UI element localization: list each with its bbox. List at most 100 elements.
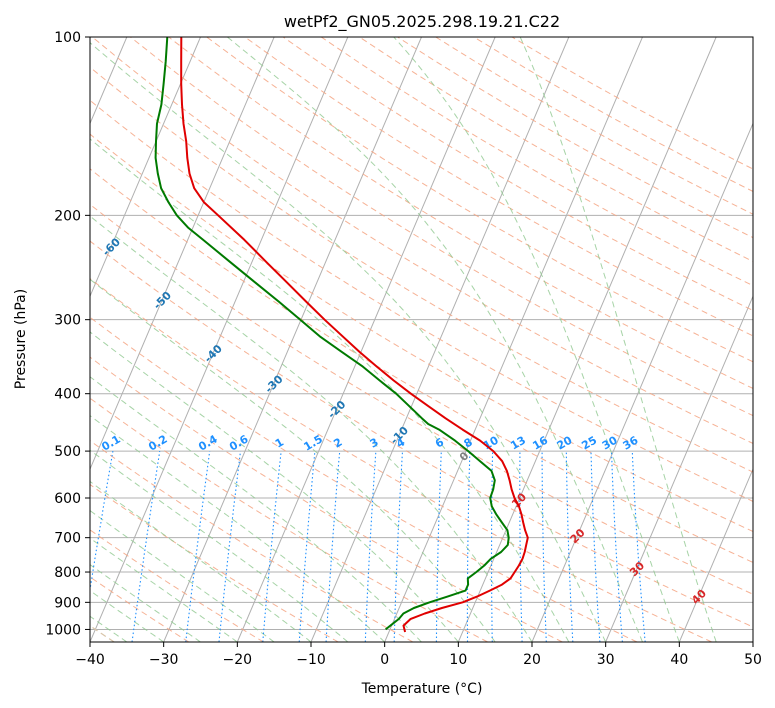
- mixing-ratio-line: [262, 451, 282, 642]
- x-tick-label: −10: [296, 652, 326, 668]
- dewpoint-profile-line: [154, 37, 510, 631]
- isotherm-line: [531, 122, 753, 642]
- moist-adiabat: [90, 449, 349, 642]
- mixing-ratio-label: 0.2: [146, 433, 169, 454]
- mixing-ratio-line: [519, 451, 523, 642]
- moist-adiabat: [90, 376, 422, 642]
- y-tick-label: 600: [54, 491, 81, 507]
- isotherm-label: -40: [202, 342, 225, 365]
- isotherm-label: 40: [689, 587, 709, 607]
- moist-adiabat: [90, 415, 386, 642]
- y-axis: 1000 900 800 700 600 500 400 300 200 100: [45, 30, 90, 638]
- isotherm-label: -50: [151, 289, 174, 312]
- isotherm-line: [90, 37, 349, 642]
- moist-adiabat: [90, 42, 607, 642]
- mixing-ratio-label: 0.6: [227, 432, 251, 453]
- x-tick-label: −20: [223, 652, 253, 668]
- isotherm-line: [90, 37, 201, 298]
- dry-adiabat: [90, 99, 753, 502]
- mixing-ratio-label: 2: [331, 436, 344, 451]
- moist-adiabat: [90, 509, 275, 642]
- moist-adiabat: [90, 480, 312, 642]
- x-tick-label: 20: [523, 652, 541, 668]
- temperature-profile-line: [180, 37, 529, 633]
- mixing-ratio-line: [131, 451, 161, 642]
- y-tick-label: 900: [54, 595, 81, 611]
- moist-adiabat: [90, 331, 459, 642]
- y-tick-label: 300: [54, 313, 81, 329]
- moist-adiabat: [393, 37, 680, 642]
- isotherm-line: [163, 37, 422, 642]
- mixing-ratio-label: 36: [621, 433, 641, 452]
- isotherm-label: -60: [100, 235, 123, 258]
- dry-adiabat: [90, 316, 638, 642]
- dry-adiabat: [90, 483, 339, 642]
- mixing-ratio-label: 1: [273, 436, 286, 451]
- isotherm-line: [236, 37, 496, 642]
- x-tick-label: −30: [149, 652, 179, 668]
- x-tick-label: −40: [75, 652, 105, 668]
- isotherm-label: 20: [568, 526, 588, 546]
- dry-adiabat: [91, 37, 753, 445]
- isotherm-line: [457, 37, 717, 642]
- moist-adiabat: [90, 589, 164, 642]
- dry-adiabat: [244, 37, 753, 337]
- chart-title: wetPf2_GN05.2025.298.19.21.C22: [284, 12, 560, 32]
- mixing-ratio-label: 20: [555, 433, 575, 452]
- mixing-ratio-label: 16: [530, 433, 550, 452]
- dry-adiabat: [90, 240, 753, 628]
- isotherm-label: 30: [627, 559, 647, 579]
- y-tick-label: 400: [54, 387, 81, 403]
- mixing-ratio-label: 25: [579, 434, 599, 453]
- x-tick-label: 30: [597, 652, 615, 668]
- background-lines: [90, 37, 753, 642]
- y-tick-label: 1000: [45, 622, 81, 638]
- dry-adiabat: [90, 203, 753, 595]
- mixing-ratio-label: 30: [600, 433, 620, 452]
- dry-adiabat: [90, 133, 753, 533]
- dry-adiabat: [90, 397, 488, 642]
- moist-adiabat: [227, 37, 643, 642]
- dry-adiabat: [511, 37, 753, 170]
- mixing-ratio-line: [435, 451, 442, 642]
- dry-adiabat: [90, 529, 264, 642]
- moist-adiabat: [90, 138, 570, 642]
- dry-adiabat: [168, 37, 753, 389]
- isotherm-label: -20: [325, 398, 348, 421]
- y-tick-label: 200: [54, 208, 81, 224]
- plot-frame: [89, 36, 754, 643]
- dry-adiabat: [90, 168, 753, 563]
- y-axis-label: Pressure (hPa): [13, 289, 29, 389]
- mixing-ratio-line: [490, 451, 494, 642]
- dry-adiabat: [435, 37, 753, 215]
- mixing-ratio-labels: 0.1 0.2 0.4 0.6 1 1.5 2 3 4 6 8 10 13 16 20 25 30 36: [99, 432, 640, 453]
- mixing-ratio-line: [565, 451, 574, 642]
- moist-adiabat: [90, 564, 201, 642]
- moist-adiabat: [90, 537, 238, 642]
- isotherm-line: [678, 467, 753, 642]
- dry-adiabat: [130, 37, 753, 417]
- x-tick-label: 10: [449, 652, 467, 668]
- dry-adiabat: [359, 37, 753, 263]
- mixing-ratio-line: [218, 451, 242, 642]
- isotherm-line: [90, 37, 275, 471]
- profile-series: [154, 37, 529, 633]
- dry-adiabat: [206, 37, 753, 363]
- mixing-ratio-label: 3: [368, 436, 381, 451]
- dry-adiabat: [90, 440, 414, 642]
- x-axis-label: Temperature (°C): [361, 681, 483, 697]
- dry-adiabat: [282, 37, 753, 312]
- y-tick-label: 700: [54, 531, 81, 547]
- moist-adiabat: [519, 37, 717, 642]
- isotherm-line: [384, 37, 643, 642]
- isotherm-label: -80: [0, 138, 17, 161]
- mixing-ratio-label: 0.4: [196, 432, 220, 453]
- x-tick-label: 50: [744, 652, 762, 668]
- x-tick-label: 0: [380, 652, 389, 668]
- isotherm-line: [605, 295, 753, 642]
- mixing-ratio-line: [185, 451, 211, 642]
- x-axis: −40 −30 −20 −10 0 10 20 30 40 50: [75, 642, 762, 668]
- dry-adiabat: [90, 278, 712, 642]
- moist-adiabat: [90, 278, 496, 642]
